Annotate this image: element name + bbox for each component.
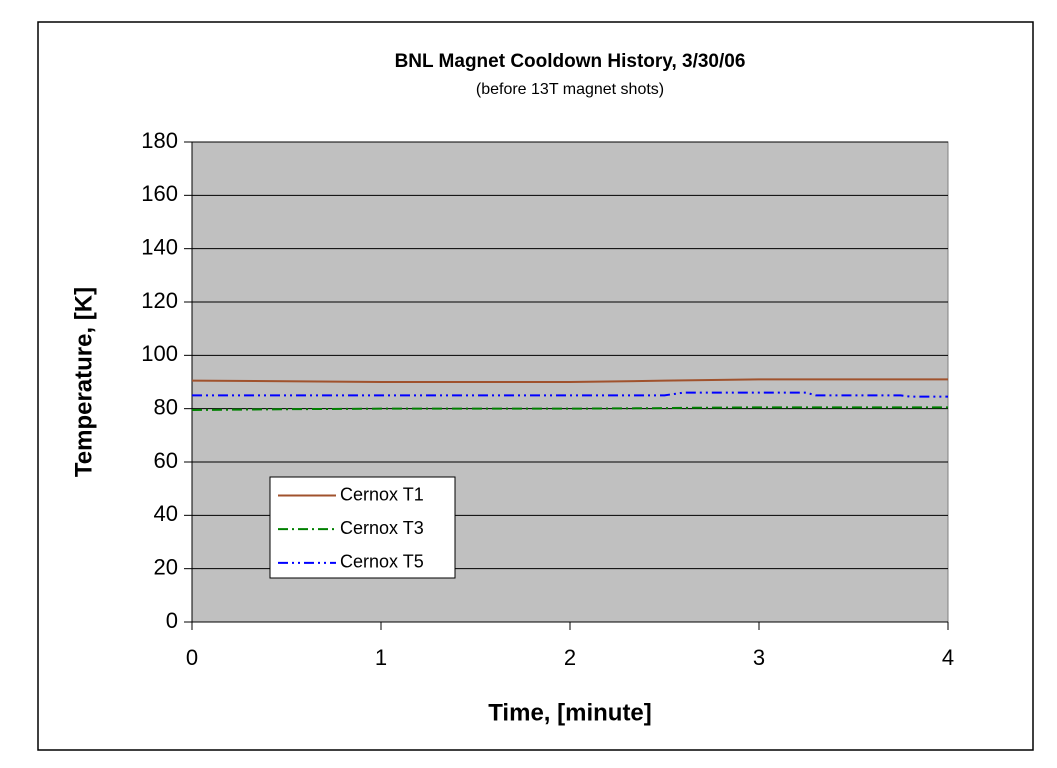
x-tick-label: 3 bbox=[753, 645, 765, 670]
legend-label: Cernox T3 bbox=[340, 518, 424, 538]
data-line bbox=[191, 406, 948, 411]
data-line bbox=[191, 378, 948, 383]
y-tick-label: 20 bbox=[154, 554, 178, 579]
y-tick-label: 40 bbox=[154, 501, 178, 526]
x-tick-label: 0 bbox=[186, 645, 198, 670]
y-tick-label: 160 bbox=[141, 181, 178, 206]
x-tick-label: 4 bbox=[942, 645, 954, 670]
legend-label: Cernox T5 bbox=[340, 552, 424, 572]
y-tick-label: 120 bbox=[141, 288, 178, 313]
legend-box bbox=[269, 476, 456, 579]
x-tick-label: 1 bbox=[375, 645, 387, 670]
data-line bbox=[192, 391, 948, 398]
y-tick-label: 180 bbox=[141, 128, 178, 153]
x-tick-label: 2 bbox=[564, 645, 576, 670]
y-axis-label: Temperature, [K] bbox=[70, 287, 97, 477]
legend-label: Cernox T1 bbox=[340, 484, 424, 504]
chart-title: BNL Magnet Cooldown History, 3/30/06 bbox=[395, 51, 746, 72]
y-tick-label: 0 bbox=[166, 608, 178, 633]
y-tick-label: 80 bbox=[154, 394, 178, 419]
y-tick-label: 60 bbox=[154, 448, 178, 473]
x-axis-label: Time, [minute] bbox=[488, 699, 652, 726]
y-tick-label: 100 bbox=[141, 341, 178, 366]
chart-subtitle: (before 13T magnet shots) bbox=[476, 81, 664, 98]
y-tick-label: 140 bbox=[141, 234, 178, 259]
